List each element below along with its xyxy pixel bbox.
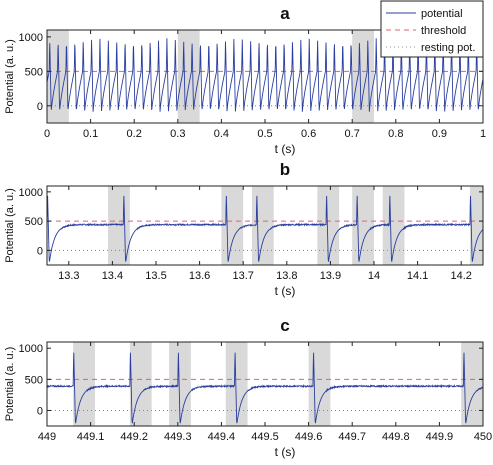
legend-box: [380, 0, 484, 58]
y-tick-label: 1000: [19, 187, 43, 199]
legend-label: potential: [421, 8, 463, 20]
x-tick-label: 0.6: [301, 128, 316, 140]
y-tick-label: 500: [25, 216, 43, 228]
y-tick-label: 1000: [19, 32, 43, 44]
axes-frame: [46, 341, 484, 427]
x-tick-label: 449.5: [251, 431, 279, 443]
y-tick-label: 500: [25, 374, 43, 386]
x-tick-label: 0.2: [127, 128, 142, 140]
potential-trace: [46, 38, 484, 112]
x-tick-label: 0.4: [214, 128, 229, 140]
x-tick-label: 14: [368, 270, 380, 282]
x-tick-label: 449.9: [426, 431, 454, 443]
panel-b: 13.3 13.4 13.5 13.6 13.7 13.8 13.9 14 14.1 14.2 0 5…: [4, 160, 484, 298]
panel-title: a: [280, 4, 290, 23]
axes-frame: [46, 185, 484, 266]
x-axis-label: t (s): [275, 445, 296, 459]
x-tick-label: 450: [474, 431, 492, 443]
highlight-interval: [169, 342, 191, 426]
highlight-interval: [469, 186, 483, 265]
x-tick-label: 449.1: [77, 431, 105, 443]
highlight-interval: [225, 342, 248, 426]
x-tick-label: 0.5: [257, 128, 272, 140]
panel-title: b: [280, 160, 290, 179]
highlight-interval: [308, 342, 331, 426]
x-tick-label: 449.6: [295, 431, 323, 443]
x-tick-label: 0: [44, 128, 50, 140]
x-tick-label: 13.5: [145, 270, 166, 282]
x-tick-label: 0.9: [432, 128, 447, 140]
y-axis-label: Potential (a. u.): [4, 188, 16, 263]
x-tick-label: 13.9: [320, 270, 341, 282]
x-tick-label: 449.2: [120, 431, 148, 443]
x-tick-label: 13.8: [276, 270, 297, 282]
x-tick-label: 449.4: [208, 431, 236, 443]
x-tick-label: 13.4: [102, 270, 123, 282]
x-tick-label: 449.7: [338, 431, 366, 443]
potential-trace: [46, 195, 484, 262]
panel-a: 0 0.1 0.2 0.3 0.4 0.5 0.6 0.7 0.8 0.9 1 0 500 1000 a t …: [4, 4, 486, 156]
panel-c: 449 449.1 449.2 449.3 449.4 449.5 449.6 449.7 44…: [4, 316, 492, 459]
y-axis-label: Potential (a. u.): [4, 347, 16, 422]
x-tick-label: 0.7: [345, 128, 360, 140]
x-axis-label: t (s): [275, 142, 296, 156]
x-tick-label: 1: [480, 128, 486, 140]
x-tick-label: 13.7: [232, 270, 253, 282]
y-axis-label: Potential (a. u.): [4, 39, 16, 114]
x-tick-label: 14.2: [450, 270, 471, 282]
x-tick-label: 13.6: [189, 270, 210, 282]
legend-label: resting pot.: [421, 42, 475, 54]
x-tick-label: 0.8: [388, 128, 403, 140]
x-tick-label: 14.1: [407, 270, 428, 282]
x-tick-label: 449.8: [382, 431, 410, 443]
x-tick-label: 0.1: [83, 128, 98, 140]
y-tick-label: 500: [25, 66, 43, 78]
highlight-interval: [352, 30, 374, 123]
highlight-interval: [382, 186, 405, 265]
y-tick-label: 0: [37, 245, 43, 257]
legend: potential threshold resting pot.: [380, 0, 484, 58]
highlight-interval: [108, 186, 130, 265]
y-tick-label: 0: [37, 101, 43, 113]
highlight-interval: [73, 342, 95, 426]
x-tick-label: 449: [38, 431, 56, 443]
x-tick-label: 0.3: [170, 128, 185, 140]
highlight-interval: [461, 342, 483, 426]
highlight-interval: [177, 30, 200, 123]
x-axis-label: t (s): [275, 284, 296, 298]
potential-trace: [46, 352, 484, 424]
x-tick-label: 13.3: [58, 270, 79, 282]
highlight-interval: [129, 342, 152, 426]
panel-title: c: [280, 316, 289, 335]
y-tick-label: 1000: [19, 343, 43, 355]
legend-label: threshold: [421, 25, 466, 37]
highlight-interval: [317, 186, 340, 265]
y-tick-label: 0: [37, 405, 43, 417]
x-tick-label: 449.3: [164, 431, 192, 443]
